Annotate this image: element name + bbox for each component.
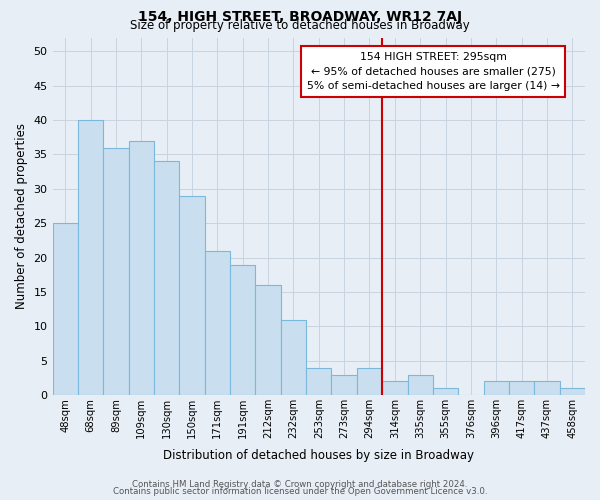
Text: 154, HIGH STREET, BROADWAY, WR12 7AJ: 154, HIGH STREET, BROADWAY, WR12 7AJ <box>138 10 462 24</box>
Text: 154 HIGH STREET: 295sqm
← 95% of detached houses are smaller (275)
5% of semi-de: 154 HIGH STREET: 295sqm ← 95% of detache… <box>307 52 560 92</box>
Bar <box>53 223 78 395</box>
Bar <box>509 382 534 395</box>
Bar <box>306 368 331 395</box>
Bar <box>128 140 154 395</box>
Bar <box>560 388 585 395</box>
Bar <box>205 251 230 395</box>
Text: Contains public sector information licensed under the Open Government Licence v3: Contains public sector information licen… <box>113 487 487 496</box>
Bar <box>103 148 128 395</box>
Bar <box>357 368 382 395</box>
Bar <box>407 374 433 395</box>
Bar <box>331 374 357 395</box>
Text: Size of property relative to detached houses in Broadway: Size of property relative to detached ho… <box>130 19 470 32</box>
Bar <box>154 162 179 395</box>
Text: Contains HM Land Registry data © Crown copyright and database right 2024.: Contains HM Land Registry data © Crown c… <box>132 480 468 489</box>
Y-axis label: Number of detached properties: Number of detached properties <box>15 124 28 310</box>
Bar <box>382 382 407 395</box>
Bar <box>534 382 560 395</box>
Bar <box>230 264 256 395</box>
X-axis label: Distribution of detached houses by size in Broadway: Distribution of detached houses by size … <box>163 450 474 462</box>
Bar <box>433 388 458 395</box>
Bar <box>281 320 306 395</box>
Bar <box>256 285 281 395</box>
Bar <box>78 120 103 395</box>
Bar <box>179 196 205 395</box>
Bar <box>484 382 509 395</box>
